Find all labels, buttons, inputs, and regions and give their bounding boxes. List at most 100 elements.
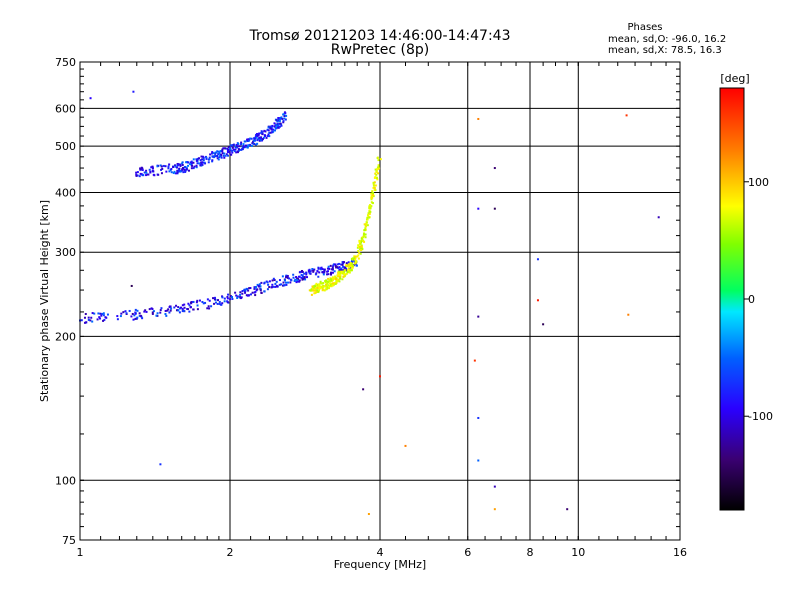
trace-point: [239, 291, 242, 294]
trace-point: [312, 287, 315, 290]
trace-point: [328, 280, 331, 283]
trace-point: [282, 120, 285, 123]
trace-point: [254, 143, 257, 146]
trace-point: [375, 176, 378, 179]
trace-point: [224, 154, 227, 157]
trace-point: [334, 275, 337, 278]
trace-point: [309, 289, 312, 292]
trace-point: [189, 306, 192, 309]
trace-point: [285, 283, 288, 286]
trace-point: [175, 309, 178, 312]
trace-point: [268, 131, 271, 134]
scatter-point: [493, 485, 496, 488]
trace-point: [155, 314, 158, 317]
trace-point: [254, 286, 257, 289]
trace-point: [376, 166, 379, 169]
trace-point: [356, 255, 359, 258]
trace-point: [267, 129, 270, 132]
trace-point: [315, 289, 318, 292]
trace-point: [151, 312, 154, 315]
trace-point: [331, 266, 334, 269]
trace-point: [141, 168, 144, 171]
trace-point: [167, 167, 170, 170]
trace-point: [258, 139, 261, 142]
trace-point: [220, 156, 223, 159]
trace-point: [358, 248, 361, 251]
trace-point: [195, 166, 198, 169]
trace-point: [167, 308, 170, 311]
trace-point: [317, 290, 320, 293]
colorbar-tick-label: 0: [748, 293, 755, 306]
scatter-point: [536, 299, 539, 302]
trace-point: [259, 289, 262, 292]
trace-point: [295, 275, 298, 278]
trace-point: [212, 155, 215, 158]
y-tick-label: 750: [55, 56, 76, 69]
trace-point: [216, 150, 219, 153]
trace-point: [203, 161, 206, 164]
scatter-point: [473, 359, 476, 362]
scatter-point: [379, 375, 381, 378]
trace-point: [274, 127, 277, 130]
trace-point: [258, 283, 261, 286]
trace-point: [187, 169, 190, 172]
trace-point: [164, 313, 167, 316]
trace-point: [204, 301, 207, 304]
trace-point: [247, 139, 250, 142]
trace-point: [229, 295, 232, 298]
y-tick-label: 300: [55, 246, 76, 259]
trace-point: [246, 294, 249, 297]
trace-point: [183, 168, 186, 171]
trace-point: [298, 275, 301, 278]
trace-point: [245, 287, 248, 290]
trace-point: [285, 114, 288, 117]
scatter-point: [477, 207, 480, 210]
trace-point: [261, 133, 264, 136]
x-tick-label: 8: [527, 546, 534, 559]
trace-point: [295, 281, 298, 284]
trace-point: [256, 283, 259, 286]
trace-point: [283, 115, 286, 118]
trace-point: [326, 267, 329, 270]
trace-point: [217, 158, 220, 161]
trace-point: [299, 270, 302, 273]
trace-point: [329, 285, 332, 288]
trace-point: [332, 264, 335, 267]
trace-point: [330, 283, 333, 286]
trace-point: [343, 275, 346, 278]
trace-point: [257, 134, 260, 137]
scatter-point: [89, 97, 92, 100]
trace-point: [184, 169, 187, 172]
trace-point: [313, 285, 316, 288]
trace-point: [152, 310, 155, 313]
trace-point: [352, 264, 355, 267]
trace-point: [331, 271, 334, 274]
trace-point: [260, 131, 263, 134]
trace-point: [176, 162, 179, 165]
scatter-point: [404, 444, 407, 447]
trace-point: [263, 129, 266, 132]
trace-point: [83, 316, 86, 319]
x-tick-label: 6: [464, 546, 471, 559]
trace-point: [168, 163, 171, 166]
trace-point: [227, 293, 230, 296]
trace-point: [179, 164, 182, 167]
trace-point: [165, 170, 168, 173]
scatter-point: [536, 258, 539, 261]
trace-point: [366, 214, 369, 217]
trace-point: [125, 312, 128, 315]
trace-point: [273, 122, 276, 125]
trace-point: [201, 163, 204, 166]
trace-point: [164, 309, 167, 312]
trace-point: [177, 309, 180, 312]
trace-point: [142, 174, 145, 177]
trace-point: [330, 271, 333, 274]
trace-point: [361, 239, 364, 242]
trace-point: [280, 124, 283, 127]
trace-point: [87, 316, 90, 319]
trace-point: [89, 319, 92, 322]
trace-point: [259, 137, 262, 140]
trace-point: [250, 144, 253, 147]
trace-point: [201, 158, 204, 161]
trace-point: [371, 190, 374, 193]
